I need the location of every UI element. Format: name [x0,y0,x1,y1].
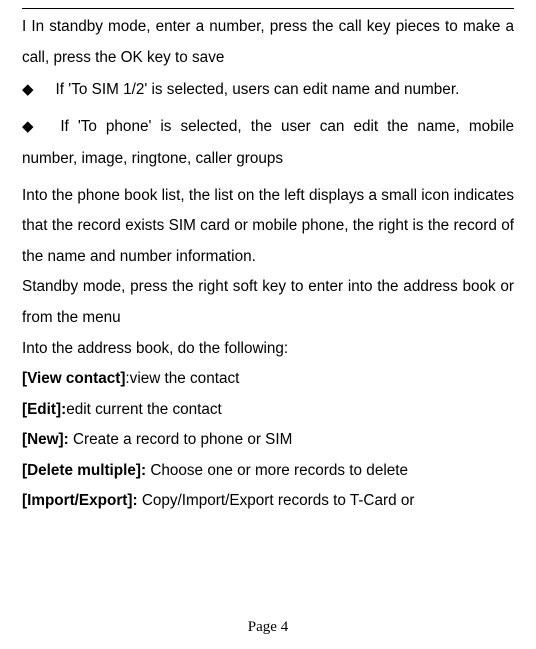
document-page: I In standby mode, enter a number, press… [0,0,536,649]
item-delete-label: [Delete multiple]: [22,462,150,479]
item-ie-text: Copy/Import/Export records to T-Card or [142,492,415,509]
item-new-label: [New]: [22,431,73,448]
phonebook-paragraph: Into the phone book list, the list on th… [22,181,514,273]
page-number: Page 4 [0,612,536,643]
top-rule [22,8,514,9]
item-view: [View contact]:view the contact [22,364,514,395]
item-ie-label: [Import/Export]: [22,492,142,509]
item-import-export: [Import/Export]: Copy/Import/Export reco… [22,486,514,517]
item-view-text: :view the contact [125,370,239,387]
addressbook-intro: Into the address book, do the following: [22,334,514,365]
intro-paragraph: I In standby mode, enter a number, press… [22,11,514,74]
item-view-label: [View contact] [22,370,125,387]
item-new-text: Create a record to phone or SIM [73,431,292,448]
item-delete: [Delete multiple]: Choose one or more re… [22,456,514,487]
item-new: [New]: Create a record to phone or SIM [22,425,514,456]
bullet-phone: If 'To phone' is selected, the user can … [22,111,514,174]
standby-paragraph: Standby mode, press the right soft key t… [22,272,514,333]
bullet-sim: If 'To SIM 1/2' is selected, users can e… [22,74,514,106]
item-edit-text: edit current the contact [66,401,222,418]
item-edit-label: [Edit]: [22,401,66,418]
item-edit: [Edit]:edit current the contact [22,395,514,426]
item-delete-text: Choose one or more records to delete [150,462,408,479]
